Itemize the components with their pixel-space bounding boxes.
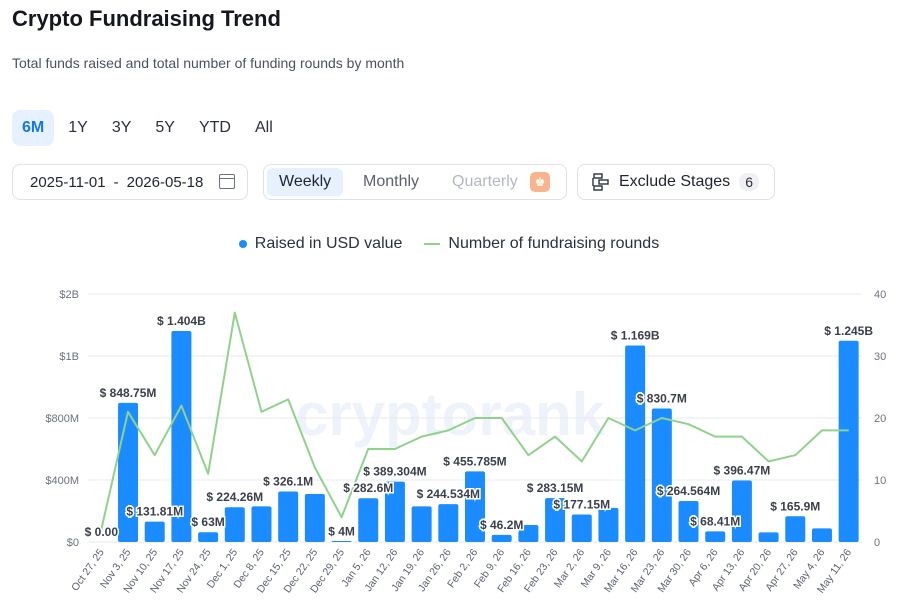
bar-data-label: $ 165.9M [770,499,820,513]
bar-data-label: $ 4M [328,524,355,538]
chart-bar [491,534,512,542]
right-axis-tick-label: 30 [874,351,886,363]
right-axis-tick-label: 20 [874,413,886,425]
rounds-line [100,311,849,530]
legend-rounds[interactable]: Number of fundraising rounds [424,235,659,253]
left-axis-tick-label: $0 [67,537,79,549]
bar-data-label: $ 68.41M [690,514,740,528]
exclude-stages-button[interactable]: Exclude Stages 6 [577,164,775,200]
chart-legend: Raised in USD value Number of fundraisin… [0,235,898,253]
bar-data-label: $ 389.304M [363,465,426,479]
chart-bar [411,506,432,542]
bar-data-label: $ 177.15M [553,498,610,512]
calendar-icon[interactable] [219,174,235,189]
chart-bar [144,521,165,542]
chart-bar [651,408,672,542]
bar-data-label: $ 326.1M [263,474,313,488]
page-title: Crypto Fundraising Trend [12,6,281,31]
bar-data-label: $ 244.534M [417,487,480,501]
chart-bar [838,340,859,542]
bar-data-label: $ 282.6M [343,481,393,495]
range-1y-button[interactable]: 1Y [68,119,88,136]
left-axis-tick-label: $1B [59,351,79,363]
weekly-tab[interactable]: Weekly [267,168,344,196]
stages-icon [592,173,609,191]
chart-bar [438,504,459,542]
bar-data-label: $ 848.75M [100,386,157,400]
bar-data-label: $ 1.169B [611,329,660,343]
chart-bar [758,532,779,542]
left-axis-tick-label: $800M [45,413,79,425]
chart-bar [198,532,219,542]
chart-bar [625,345,646,542]
legend-line-marker [424,243,441,245]
date-separator: - [113,173,119,191]
chart-bar [518,524,539,542]
crown-icon: ♚ [530,172,550,192]
bar-data-label: $ 264.564M [657,484,720,498]
range-all-button[interactable]: All [254,119,273,136]
chart-bar [224,507,245,542]
chart-bar [384,481,405,542]
legend-rounds-label: Number of fundraising rounds [448,235,660,252]
watermark-text: cryptorank [295,381,606,448]
bar-data-label: $ 46.2M [480,518,523,532]
range-3y-button[interactable]: 3Y [111,119,132,136]
right-axis-tick-label: 40 [874,289,886,301]
bar-data-label: $ 830.7M [637,391,687,405]
period-toggle: Weekly Monthly Quarterly ♚ [263,164,567,200]
bar-data-label: $ 396.47M [714,464,771,478]
chart-bar [811,528,832,542]
chart-bar [465,471,485,542]
start-date: 2025-11-01 [30,173,106,191]
exclude-count-badge: 6 [739,173,759,191]
fundraising-chart: cryptorank $0 $400M $800M $1B $2B 0 10 20 30 40 $ 0… [45,289,886,596]
right-axis-tick-label: 0 [874,537,880,549]
bar-data-label: $ 283.15M [527,481,584,495]
chart-bar [171,330,192,542]
chart-bar [705,531,726,542]
end-date: 2026-05-18 [126,173,204,191]
date-range-picker[interactable]: 2025-11-01 - 2026-05-18 [12,164,248,200]
chart-bar [731,480,752,542]
exclude-stages-label: Exclude Stages [619,173,731,190]
legend-bar-marker [238,240,247,248]
chart-bar [545,498,566,542]
bar-data-label: $ 224.26M [206,490,263,504]
bar-data-label: $ 0.00 [85,525,119,539]
chart-bar [331,541,352,542]
bar-data-label: $ 63M [191,515,224,529]
range-ytd-button[interactable]: YTD [198,119,231,136]
chart-bar [785,516,806,542]
bar-data-label: $ 1.404B [157,314,206,328]
bar-data-label: $ 1.245B [824,324,873,338]
chart-bar [304,493,325,542]
monthly-tab[interactable]: Monthly [363,173,420,190]
chart-bar [598,507,619,542]
time-range-selector: 6M 1Y 3Y 5Y YTD All [12,110,283,146]
legend-raised-label: Raised in USD value [254,235,403,252]
bar-data-label: $ 131.81M [126,505,183,519]
quarterly-tab[interactable]: Quarterly [452,173,518,190]
legend-raised[interactable]: Raised in USD value [238,235,403,253]
chart-bar [571,514,592,542]
left-axis-tick-label: $2B [59,289,79,301]
left-axis-tick-label: $400M [45,475,79,487]
chart-bar [358,498,379,542]
right-axis-tick-label: 10 [874,475,886,487]
page-subtitle: Total funds raised and total number of f… [12,55,405,71]
range-5y-button[interactable]: 5Y [155,119,175,136]
range-6m-button[interactable]: 6M [12,110,55,146]
chart-bar [678,500,699,542]
bar-data-label: $ 455.785M [443,454,506,468]
chart-bar [251,506,272,542]
chart-bar [278,491,299,542]
